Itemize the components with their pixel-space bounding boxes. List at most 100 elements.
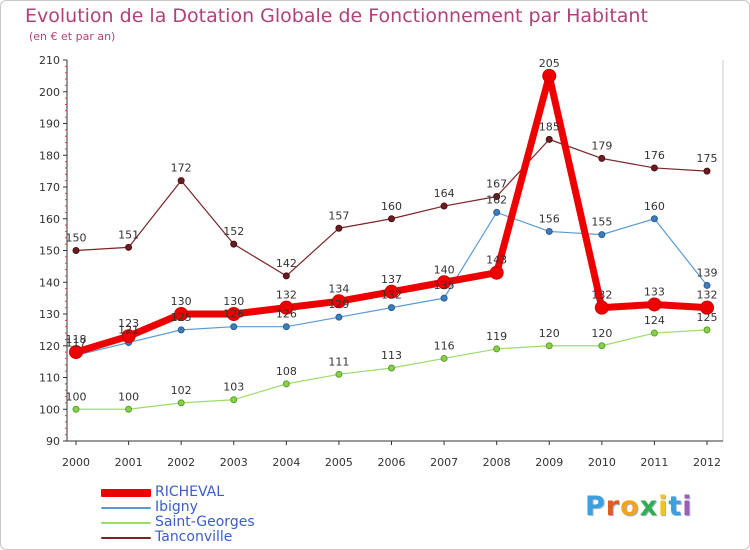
data-point-tanconville	[177, 177, 185, 185]
data-label-tanconville: 150	[66, 232, 87, 245]
data-label-richeval: 132	[276, 289, 297, 302]
data-label-tanconville: 176	[644, 149, 665, 162]
data-label-tanconville: 164	[434, 187, 455, 200]
data-label-ibigny: 125	[171, 311, 192, 324]
data-point-saint-georges	[177, 399, 185, 407]
data-point-saint-georges	[230, 396, 238, 404]
data-label-richeval: 132	[591, 289, 612, 302]
data-label-ibigny: 162	[486, 193, 507, 206]
x-tick-label: 2000	[62, 456, 90, 469]
x-tick-label: 2004	[272, 456, 300, 469]
data-label-richeval: 205	[539, 57, 560, 70]
data-label-tanconville: 160	[381, 200, 402, 213]
x-tick-label: 2003	[220, 456, 248, 469]
data-label-richeval: 137	[381, 273, 402, 286]
data-label-saint-georges: 125	[697, 311, 718, 324]
data-point-tanconville	[125, 243, 133, 251]
data-label-richeval: 143	[486, 254, 507, 267]
legend-swatch	[101, 537, 151, 539]
legend: RICHEVAL Ibigny Saint-Georges Tanconville	[101, 485, 361, 545]
legend-item: RICHEVAL	[101, 485, 361, 500]
logo-letter: r	[605, 491, 621, 522]
data-point-ibigny	[282, 323, 290, 331]
data-point-tanconville	[72, 247, 80, 254]
logo-letter: x	[639, 491, 659, 522]
data-point-richeval	[331, 294, 346, 309]
data-point-ibigny	[493, 208, 501, 216]
data-point-tanconville	[440, 202, 448, 210]
proxiti-logo: Proxiti	[585, 491, 693, 522]
data-label-richeval: 130	[171, 295, 192, 308]
x-tick-label: 2001	[115, 456, 143, 469]
y-tick-label: 130	[39, 308, 60, 321]
data-label-saint-georges: 124	[644, 314, 665, 327]
data-point-saint-georges	[703, 326, 711, 334]
data-label-ibigny: 126	[223, 308, 244, 321]
legend-label: RICHEVAL	[155, 484, 225, 500]
x-tick-label: 2005	[325, 456, 353, 469]
data-point-saint-georges	[282, 380, 290, 388]
x-tick-label: 2007	[430, 456, 458, 469]
legend-item: Ibigny	[101, 500, 361, 515]
data-label-saint-georges: 100	[66, 390, 87, 403]
data-point-richeval	[594, 300, 609, 315]
x-tick-label: 2009	[535, 456, 563, 469]
data-point-ibigny	[440, 294, 448, 302]
data-label-saint-georges: 103	[223, 381, 244, 394]
data-label-tanconville: 179	[591, 139, 612, 152]
data-label-tanconville: 152	[223, 225, 244, 238]
chart-title: Evolution de la Dotation Globale de Fonc…	[25, 5, 648, 27]
logo-letter: i	[682, 491, 693, 522]
data-point-saint-georges	[650, 329, 658, 337]
data-label-richeval: 123	[118, 317, 139, 330]
data-label-ibigny: 126	[276, 308, 297, 321]
data-point-ibigny	[177, 326, 185, 334]
legend-swatch	[101, 507, 151, 509]
data-point-tanconville	[493, 193, 501, 201]
logo-letter: t	[668, 491, 683, 522]
data-label-ibigny: 139	[697, 266, 718, 279]
data-point-richeval	[700, 300, 714, 315]
data-label-saint-georges: 120	[591, 327, 612, 340]
data-label-richeval: 132	[697, 289, 718, 302]
data-label-richeval: 133	[644, 285, 665, 298]
y-tick-label: 110	[39, 372, 60, 385]
x-tick-label: 2006	[378, 456, 406, 469]
data-label-tanconville: 167	[486, 178, 507, 191]
y-tick-label: 180	[39, 149, 60, 162]
data-labels: 150 151 172 152 142 157 160 164 167 185 179 176 175 1…	[66, 57, 718, 403]
data-point-richeval	[542, 68, 557, 83]
data-label-tanconville: 157	[328, 209, 349, 222]
x-tick-label: 2010	[588, 456, 616, 469]
data-point-saint-georges	[388, 364, 395, 372]
data-point-richeval	[174, 307, 189, 321]
y-tick-label: 190	[39, 118, 60, 131]
data-point-saint-georges	[335, 370, 343, 378]
data-label-saint-georges: 113	[381, 349, 402, 362]
y-tick-label: 100	[39, 403, 60, 416]
y-tick-label: 140	[39, 276, 60, 289]
data-point-richeval	[384, 284, 399, 299]
x-tick-label: 2002	[167, 456, 195, 469]
data-point-saint-georges	[493, 345, 501, 353]
data-label-tanconville: 142	[276, 257, 297, 270]
data-point-richeval	[647, 297, 662, 312]
series-lines	[69, 68, 714, 413]
data-point-ibigny	[230, 323, 238, 331]
y-tick-label: 170	[39, 181, 60, 194]
data-label-saint-georges: 119	[486, 330, 507, 343]
data-label-richeval: 130	[223, 295, 244, 308]
legend-swatch	[101, 489, 151, 497]
data-point-tanconville	[545, 135, 553, 143]
x-tick-label: 2011	[640, 456, 668, 469]
axes: 90 100 110 120 130 140 150 160 170 180 190 200 210 20…	[39, 54, 724, 469]
data-label-tanconville: 172	[171, 162, 192, 175]
data-label-saint-georges: 102	[171, 384, 192, 397]
data-label-richeval: 134	[328, 282, 349, 295]
legend-swatch	[101, 522, 151, 524]
data-point-tanconville	[282, 272, 290, 280]
data-point-richeval	[437, 275, 452, 290]
y-tick-label: 120	[39, 340, 60, 353]
data-label-saint-georges: 108	[276, 365, 297, 378]
